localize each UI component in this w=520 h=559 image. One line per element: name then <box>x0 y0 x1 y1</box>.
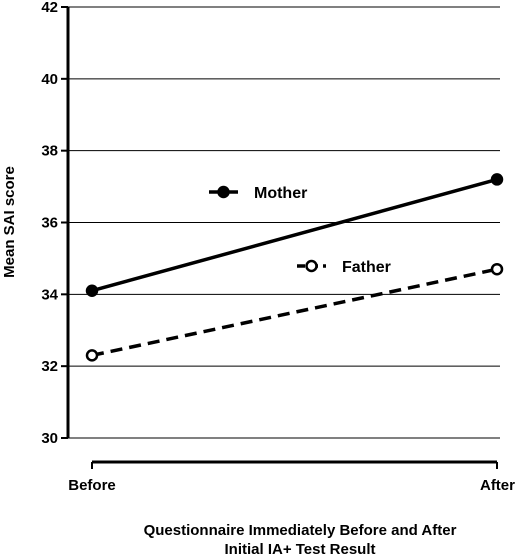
y-tick-label-30: 30 <box>41 430 58 447</box>
y-tick-label-36: 36 <box>41 215 58 232</box>
legend-marker-father <box>305 259 318 273</box>
legend-label-mother: Mother <box>254 185 307 202</box>
tick-labels: 30 32 34 36 38 40 42 Before After <box>41 0 515 494</box>
y-tick-label-32: 32 <box>41 358 58 375</box>
point-mother-before <box>85 284 99 297</box>
series <box>85 173 504 362</box>
point-father-before <box>85 349 99 362</box>
y-tick-label-38: 38 <box>41 143 58 160</box>
x-tick-label-after: After <box>480 477 515 494</box>
axes <box>61 6 498 469</box>
point-father-after <box>490 262 504 276</box>
legend-marker-mother <box>217 185 230 199</box>
series-line-father <box>91 267 498 358</box>
legend-label-father: Father <box>342 259 391 276</box>
x-tick-label-before: Before <box>68 477 116 494</box>
y-tick-label-40: 40 <box>41 71 58 88</box>
series-line-mother <box>91 177 498 293</box>
x-axis-title-line-2: Initial IA+ Test Result <box>224 541 375 558</box>
y-tick-label-42: 42 <box>41 0 58 16</box>
x-axis-title-line-1: Questionnaire Immediately Before and Aft… <box>144 522 457 539</box>
axis-titles: Mean SAI score Questionnaire Immediately… <box>1 166 457 558</box>
y-tick-label-34: 34 <box>41 286 58 303</box>
point-mother-after <box>490 173 504 186</box>
gridlines <box>68 6 500 439</box>
y-axis-title: Mean SAI score <box>1 166 18 278</box>
legend: Mother Father <box>209 185 391 276</box>
